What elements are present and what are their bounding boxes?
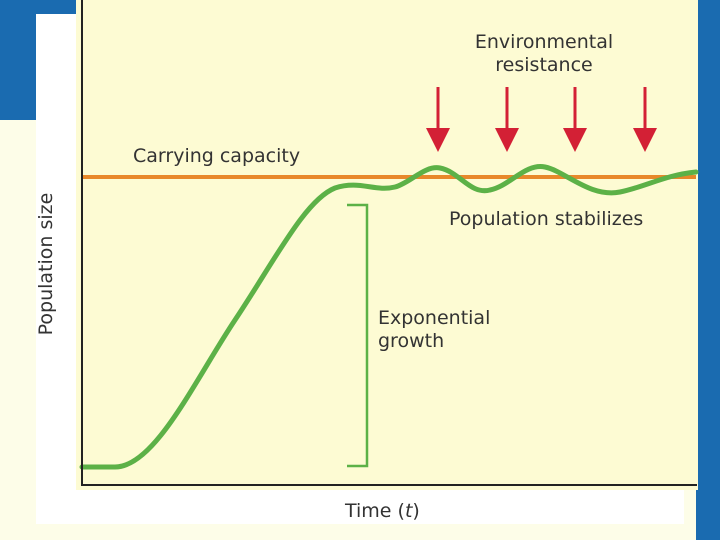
y-axis-label: Population size — [35, 192, 57, 336]
exponential-growth-bracket — [347, 203, 369, 468]
exponential-growth-line2: growth — [378, 330, 445, 353]
x-axis-label-suffix: ) — [412, 500, 420, 522]
environmental-resistance-arrows — [426, 87, 657, 152]
carrying-capacity-label: Carrying capacity — [133, 145, 301, 167]
environmental-resistance-label: Environmental resistance — [475, 31, 613, 77]
slide-side-band — [696, 0, 720, 540]
x-axis-label-prefix: Time ( — [345, 500, 405, 522]
population-stabilizes-label: Population stabilizes — [449, 208, 644, 230]
environmental-resistance-line2: resistance — [495, 54, 593, 77]
x-axis-label-variable: t — [404, 500, 413, 522]
environmental-resistance-line1: Environmental — [474, 31, 614, 53]
exponential-growth-label: Exponential growth — [378, 307, 490, 353]
x-axis-label: Time (t) — [345, 500, 420, 523]
population-curve — [79, 164, 699, 470]
exponential-growth-line1: Exponential — [378, 307, 491, 329]
